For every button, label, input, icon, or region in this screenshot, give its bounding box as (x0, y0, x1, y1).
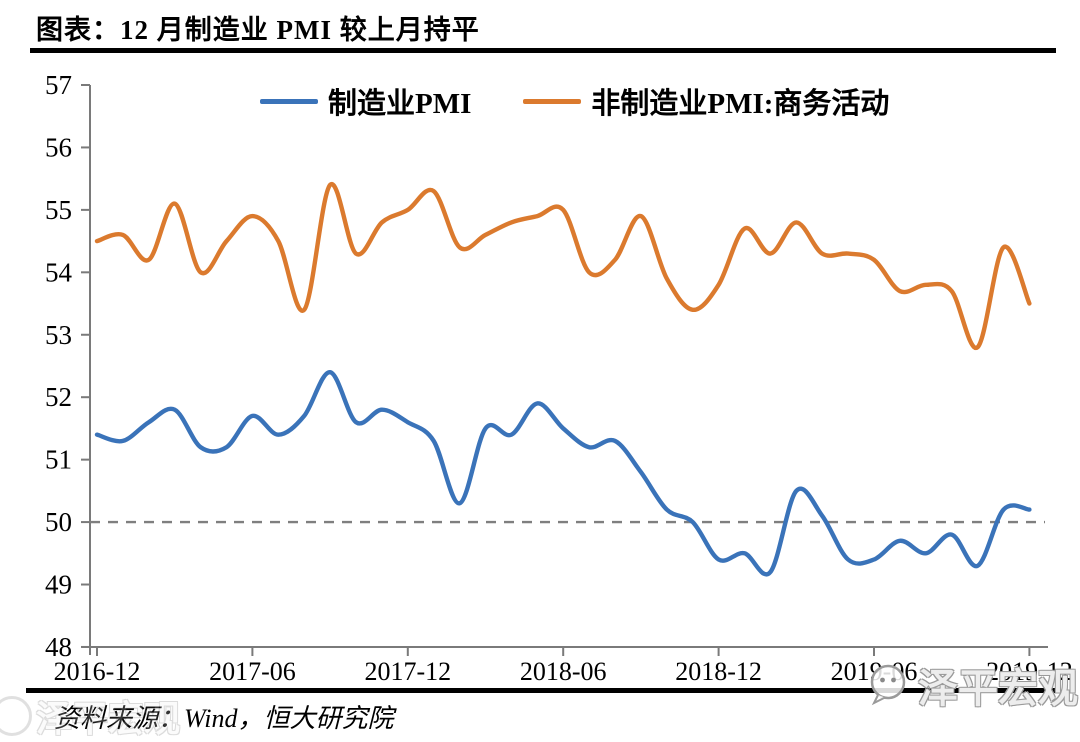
watermark-left-text: 泽平宏观 (36, 699, 181, 739)
source-note: 资料来源：Wind，恒大研究院 (54, 704, 394, 733)
y-tick-label: 51 (45, 445, 72, 475)
watermark-right-text: 泽平宏观 (918, 666, 1078, 711)
series-line-manufacturing-pmi (94, 370, 1032, 577)
y-tick-label: 54 (45, 257, 73, 287)
title-rule (30, 48, 1056, 53)
y-tick-label: 55 (45, 195, 72, 225)
series-line-nonmanufacturing-pmi (94, 182, 1032, 350)
legend-item-nonmanufacturing: 非制造业PMI:商务活动 (523, 80, 889, 122)
y-tick-label: 52 (45, 382, 72, 412)
legend-swatch-manufacturing-icon (260, 98, 318, 104)
legend-item-manufacturing: 制造业PMI (260, 80, 471, 122)
x-tick-label: 2018-12 (675, 657, 762, 686)
legend: 制造业PMI 非制造业PMI:商务活动 (260, 80, 889, 122)
legend-label-nonmanufacturing: 非制造业PMI:商务活动 (591, 88, 890, 120)
x-tick-label: 2017-06 (209, 657, 296, 686)
x-tick-label: 2016-12 (54, 657, 141, 686)
badge-icon (0, 696, 32, 736)
y-tick-label: 56 (45, 132, 72, 162)
chart-title: 图表：12 月制造业 PMI 较上月持平 (36, 15, 480, 45)
x-tick-label: 2017-12 (364, 657, 451, 686)
x-tick-label: 2019-12 (986, 657, 1073, 686)
bottom-rule (26, 688, 1058, 693)
y-tick-label: 57 (45, 70, 72, 100)
y-tick-label: 48 (45, 632, 72, 662)
y-tick-label: 53 (45, 320, 72, 350)
watermark-left: 泽平宏观 (0, 690, 180, 742)
watermark-right: 泽平宏观 (864, 656, 1078, 714)
y-tick-label: 50 (45, 507, 72, 537)
legend-label-manufacturing: 制造业PMI (328, 88, 472, 120)
chat-bubble-icon (870, 664, 906, 706)
y-tick-label: 49 (45, 570, 72, 600)
x-tick-label: 2018-06 (520, 657, 607, 686)
legend-swatch-nonmanufacturing-icon (523, 98, 582, 104)
